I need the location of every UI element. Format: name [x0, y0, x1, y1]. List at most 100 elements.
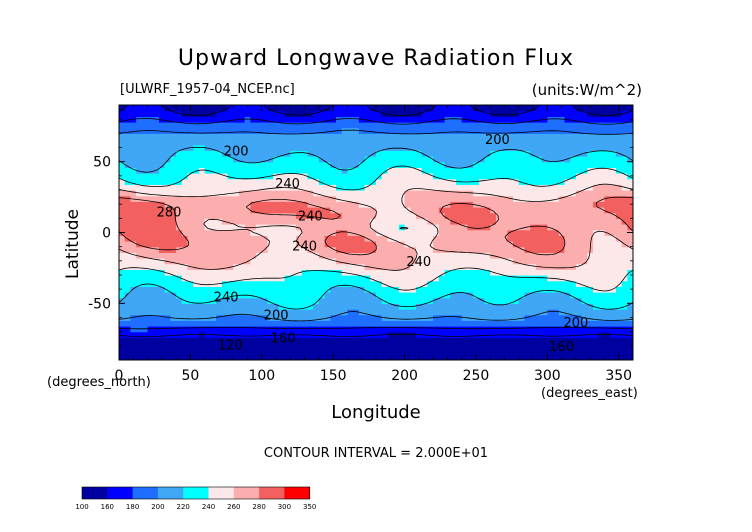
field-cell [575, 184, 583, 191]
field-cell [353, 184, 360, 191]
field-cell [136, 252, 143, 259]
field-cell [558, 269, 566, 276]
field-cell [564, 280, 571, 287]
field-cell [410, 326, 417, 333]
field-cell [301, 297, 309, 304]
field-cell [181, 150, 189, 157]
field-cell [130, 150, 137, 157]
field-cell [467, 144, 474, 151]
field-cell [124, 337, 132, 344]
field-cell [530, 263, 537, 270]
field-cell [244, 331, 251, 338]
field-cell [604, 269, 611, 276]
field-cell [238, 184, 246, 191]
field-cell [615, 297, 623, 304]
field-cell [376, 122, 383, 129]
field-cell [187, 246, 194, 253]
field-cell [250, 178, 257, 185]
field-cell [210, 212, 217, 219]
field-cell [158, 150, 166, 157]
field-cell [124, 263, 132, 270]
field-cell [136, 201, 143, 208]
field-cell [336, 184, 343, 191]
field-cell [478, 218, 486, 225]
field-cell [261, 133, 269, 140]
field-cell [524, 337, 531, 344]
field-cell [581, 303, 588, 310]
field-cell [256, 178, 263, 185]
field-cell [518, 297, 526, 304]
field-cell [341, 292, 349, 299]
field-cell [381, 178, 389, 185]
field-cell [501, 292, 508, 299]
field-cell [358, 252, 366, 259]
field-cell [415, 252, 423, 259]
field-cell [250, 331, 257, 338]
field-cell [170, 212, 177, 219]
field-cell [318, 229, 326, 236]
field-cell [164, 229, 171, 236]
field-cell [176, 258, 183, 265]
field-cell [513, 212, 520, 219]
field-cell [530, 224, 537, 231]
field-cell [364, 269, 371, 276]
field-cell [553, 354, 560, 360]
field-cell [198, 161, 206, 168]
field-cell [450, 167, 457, 174]
field-cell [455, 303, 463, 310]
field-cell [581, 252, 588, 259]
field-cell [256, 105, 263, 112]
field-cell [233, 314, 240, 321]
field-cell [484, 156, 491, 163]
field-cell [547, 246, 554, 253]
field-cell [393, 173, 400, 180]
field-cell [621, 195, 628, 202]
field-cell [204, 150, 211, 157]
field-cell [164, 314, 171, 321]
field-cell [119, 309, 126, 316]
field-cell [284, 275, 291, 282]
field-cell [575, 354, 583, 360]
field-cell [501, 269, 508, 276]
field-cell [313, 207, 320, 214]
field-cell [147, 314, 154, 321]
field-cell [347, 303, 354, 310]
field-cell [490, 167, 497, 174]
field-cell [147, 190, 154, 197]
field-cell [575, 337, 583, 344]
field-cell [621, 224, 628, 231]
field-cell [238, 105, 246, 112]
field-cell [181, 343, 189, 350]
field-cell [341, 218, 349, 225]
field-cell [273, 331, 280, 338]
field-cell [198, 218, 206, 225]
field-cell [198, 326, 206, 333]
field-cell [198, 201, 206, 208]
field-cell [415, 258, 423, 265]
field-cell [119, 167, 126, 174]
field-cell [210, 263, 217, 270]
field-cell [193, 127, 200, 134]
field-cell [204, 241, 211, 248]
field-cell [421, 326, 428, 333]
field-cell [507, 309, 514, 316]
field-cell [221, 320, 229, 327]
field-cell [398, 348, 406, 355]
field-cell [467, 354, 474, 360]
field-cell [193, 354, 200, 360]
field-cell [455, 326, 463, 333]
field-cell [444, 105, 451, 112]
field-cell [575, 212, 583, 219]
field-cell [387, 297, 394, 304]
field-cell [484, 127, 491, 134]
field-cell [261, 201, 269, 208]
field-cell [313, 354, 320, 360]
field-cell [393, 235, 400, 242]
field-cell [267, 263, 274, 270]
field-cell [164, 241, 171, 248]
field-cell [290, 235, 297, 242]
field-cell [438, 343, 446, 350]
field-cell [473, 337, 480, 344]
field-cell [358, 326, 366, 333]
field-cell [358, 122, 366, 129]
